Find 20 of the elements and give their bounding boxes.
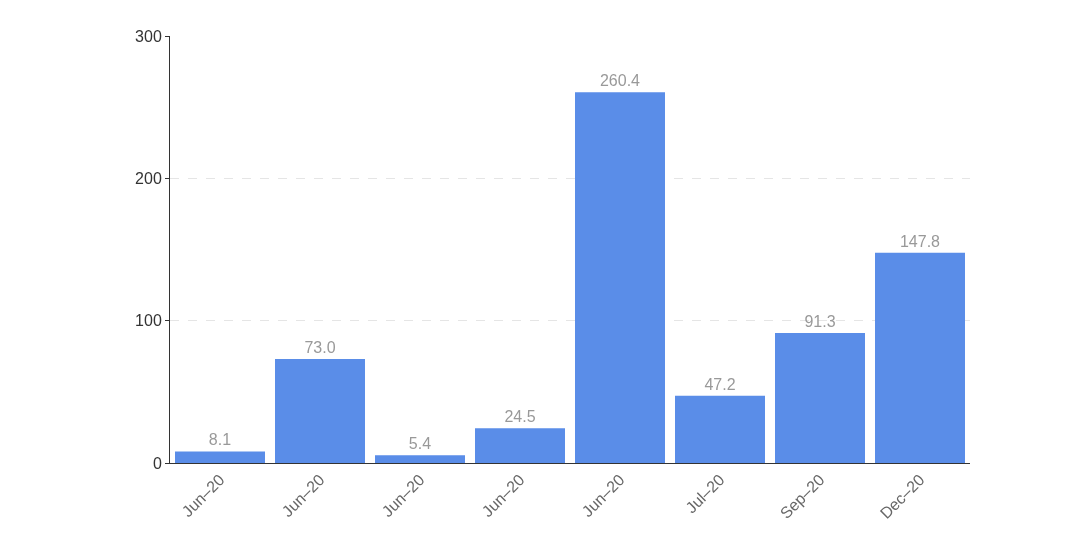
y-tick-label: 300	[135, 27, 162, 45]
data-label: 47.2	[704, 375, 736, 393]
y-tick-label: 200	[135, 169, 162, 187]
bar	[775, 333, 865, 463]
data-label: 73.0	[304, 339, 336, 357]
bar	[175, 451, 265, 463]
bar	[475, 428, 565, 463]
bar	[275, 359, 365, 463]
bar	[675, 395, 765, 463]
y-tick-label: 0	[152, 454, 162, 472]
data-label: 8.1	[208, 431, 232, 449]
data-label: 91.3	[804, 313, 836, 331]
bar	[875, 252, 965, 463]
data-label: 5.4	[408, 435, 432, 453]
bar	[575, 92, 665, 463]
data-label: 147.8	[899, 232, 941, 250]
data-label: 24.5	[504, 408, 536, 426]
data-label: 260.4	[599, 72, 641, 90]
y-tick-label: 100	[135, 312, 162, 330]
bar	[375, 455, 465, 463]
